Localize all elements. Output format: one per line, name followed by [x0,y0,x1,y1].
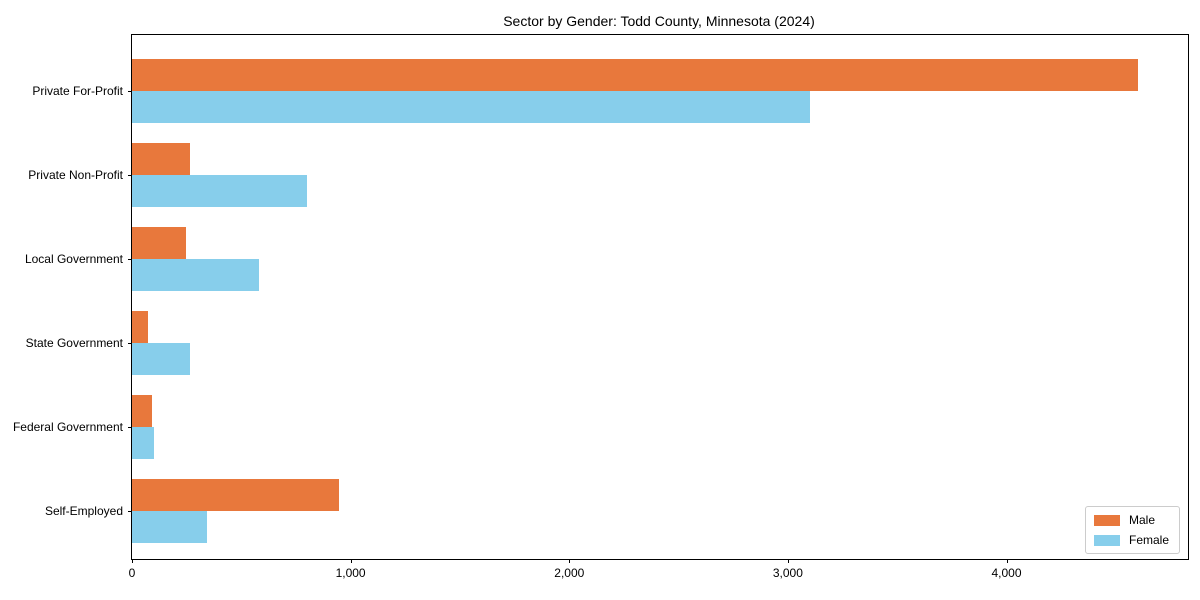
legend-label-female: Female [1128,533,1169,547]
bar-female-private-for-profit[interactable] [132,91,810,123]
y-tick-label-state-government: State Government [25,336,123,350]
bar-male-private-non-profit[interactable] [132,143,190,175]
x-tick-label-4-000: 4,000 [991,566,1022,580]
y-tick-label-local-government: Local Government [24,252,123,266]
x-tick-mark [132,559,133,563]
bar-female-federal-government[interactable] [132,427,154,459]
y-tick-label-private-non-profit: Private Non-Profit [28,168,123,182]
bar-male-federal-government[interactable] [132,395,152,427]
x-tick-mark [1006,559,1008,563]
y-tick-label-self-employed: Self-Employed [44,504,123,518]
y-tick-mark [128,343,132,344]
x-tick-label-0: 0 [128,566,136,580]
chart-title: Sector by Gender: Todd County, Minnesota… [503,13,815,29]
y-tick-mark [128,259,132,260]
legend-swatch-female [1093,534,1120,546]
y-tick-label-federal-government: Federal Government [12,420,123,434]
y-tick-mark [128,175,132,176]
legend-item-male: Male [1093,513,1169,527]
x-tick-label-3-000: 3,000 [772,566,803,580]
y-tick-mark [128,511,132,512]
bar-male-private-for-profit[interactable] [132,59,1138,91]
legend-swatch-male [1093,514,1120,526]
bar-male-local-government[interactable] [132,227,186,259]
y-tick-mark [128,427,132,428]
bar-male-state-government[interactable] [132,311,149,343]
x-tick-mark [350,559,352,563]
bar-female-local-government[interactable] [132,259,259,291]
x-tick-mark [569,559,571,563]
bar-male-self-employed[interactable] [132,479,339,511]
y-tick-mark [128,91,132,92]
x-tick-mark [787,559,789,563]
legend-item-female: Female [1093,533,1169,547]
plot-area: Private For-Profit Private Non-Profit Loca… [13,34,1189,580]
x-tick-label-1-000: 1,000 [335,566,366,580]
x-tick-label-2-000: 2,000 [554,566,585,580]
legend: Male Female [1084,506,1180,554]
bar-female-private-non-profit[interactable] [132,175,307,207]
legend-label-male: Male [1128,513,1155,527]
y-tick-label-private-for-profit: Private For-Profit [32,84,123,98]
bar-female-self-employed[interactable] [132,511,208,543]
bar-female-state-government[interactable] [132,343,190,375]
